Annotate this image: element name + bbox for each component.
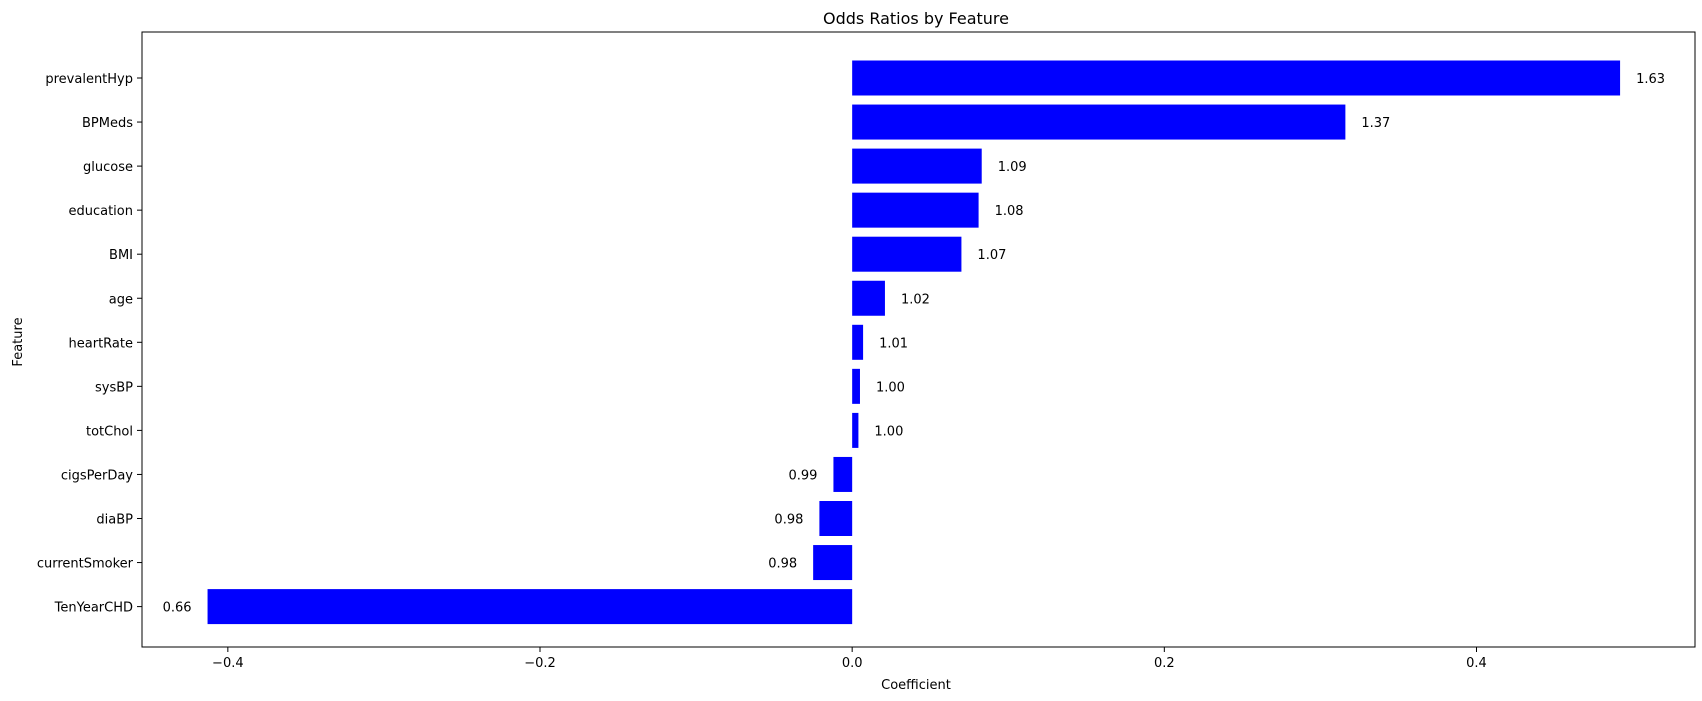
data-label-BMI: 1.07 — [977, 248, 1006, 263]
bar-totChol — [852, 412, 859, 448]
bar-diaBP — [819, 501, 853, 536]
y-tick-label-BMI: BMI — [109, 248, 133, 263]
data-label-prevalentHyp: 1.63 — [1636, 72, 1665, 87]
bar-age — [852, 280, 885, 316]
y-axis-label: Feature — [11, 317, 26, 366]
data-label-diaBP: 0.98 — [774, 513, 803, 528]
bar-sysBP — [852, 368, 860, 404]
data-label-sysBP: 1.00 — [876, 380, 905, 395]
data-label-heartRate: 1.01 — [879, 336, 908, 351]
bar-heartRate — [852, 324, 864, 360]
y-tick-label-heartRate: heartRate — [69, 336, 133, 351]
y-tick-label-glucose: glucose — [83, 160, 133, 175]
bars — [207, 60, 1621, 625]
bar-TenYearCHD — [207, 589, 853, 625]
data-label-cigsPerDay: 0.99 — [788, 468, 817, 483]
x-tick-label: −0.2 — [524, 656, 556, 671]
plot-area — [141, 31, 1696, 648]
bar-currentSmoker — [813, 545, 853, 581]
data-label-age: 1.02 — [901, 292, 930, 307]
data-label-TenYearCHD: 0.66 — [163, 601, 192, 616]
bar-education — [852, 192, 979, 228]
data-label-glucose: 1.09 — [998, 160, 1027, 175]
y-tick-label-TenYearCHD: TenYearCHD — [54, 601, 133, 616]
chart-title: Odds Ratios by Feature — [823, 9, 1009, 28]
y-axis: prevalentHyp BPMeds glucose education BMI age… — [37, 72, 142, 616]
y-tick-label-totChol: totChol — [86, 424, 133, 439]
bar-glucose — [852, 148, 982, 184]
x-axis-label: Coefficient — [881, 678, 951, 693]
x-tick-label: 0.0 — [842, 656, 863, 671]
x-tick-label: 0.4 — [1466, 656, 1487, 671]
data-label-currentSmoker: 0.98 — [768, 557, 797, 572]
y-tick-label-BPMeds: BPMeds — [82, 116, 133, 131]
x-tick-label: −0.4 — [212, 656, 244, 671]
y-tick-label-cigsPerDay: cigsPerDay — [61, 468, 133, 483]
x-tick-label: 0.2 — [1154, 656, 1175, 671]
data-label-BPMeds: 1.37 — [1361, 116, 1390, 131]
x-axis: −0.4 −0.2 0.0 0.2 0.4 — [212, 647, 1487, 671]
y-tick-label-education: education — [68, 204, 133, 219]
y-tick-label-age: age — [109, 292, 133, 307]
data-label-education: 1.08 — [995, 204, 1024, 219]
bar-BMI — [852, 236, 962, 272]
y-tick-label-prevalentHyp: prevalentHyp — [45, 72, 133, 87]
bar-prevalentHyp — [852, 60, 1621, 96]
y-tick-label-currentSmoker: currentSmoker — [37, 557, 134, 572]
y-tick-label-diaBP: diaBP — [96, 513, 133, 528]
data-label-totChol: 1.00 — [874, 424, 903, 439]
value-labels: 1.63 1.37 1.09 1.08 1.07 1.02 1.01 1.00 1.00 0.99… — [163, 72, 1665, 616]
y-tick-label-sysBP: sysBP — [95, 380, 133, 395]
bar-cigsPerDay — [833, 456, 853, 492]
bar-BPMeds — [852, 104, 1346, 140]
